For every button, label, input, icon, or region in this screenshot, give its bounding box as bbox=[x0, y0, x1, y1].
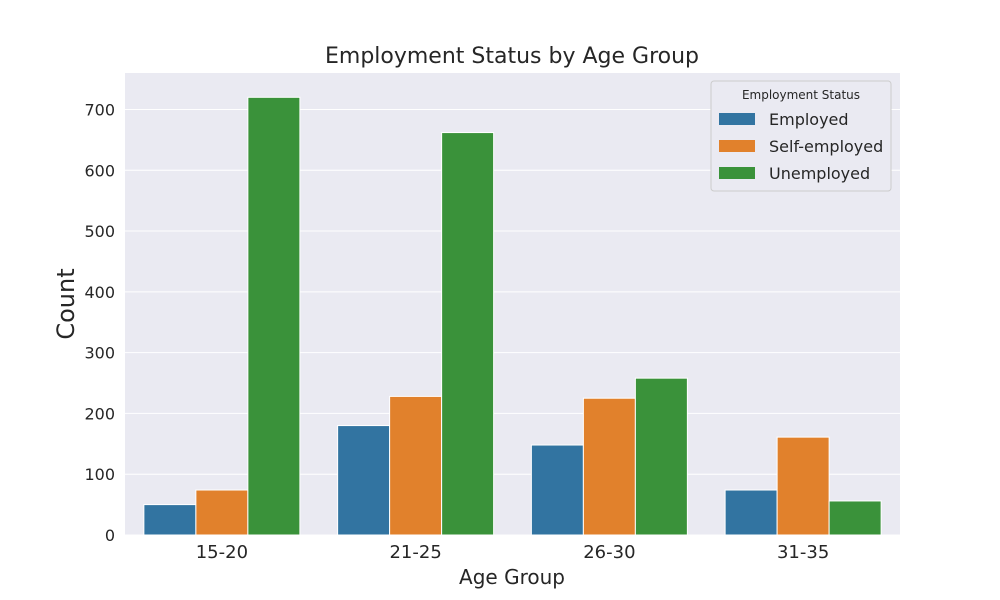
bar-unemployed-26-30 bbox=[634, 377, 688, 536]
legend-swatch-self-employed bbox=[719, 140, 755, 152]
y-tick-label: 0 bbox=[105, 526, 115, 545]
y-tick-label: 400 bbox=[84, 283, 115, 302]
bar-self-employed-26-30 bbox=[582, 397, 636, 536]
y-tick-label: 100 bbox=[84, 465, 115, 484]
bar-unemployed-21-25 bbox=[441, 132, 495, 536]
bar-employed-26-30 bbox=[530, 444, 584, 536]
x-tick-label: 31-35 bbox=[777, 542, 829, 563]
legend: Employment Status Employed Self-employed U… bbox=[710, 80, 892, 192]
y-tick-label: 200 bbox=[84, 404, 115, 423]
chart-title: Employment Status by Age Group bbox=[325, 44, 699, 69]
x-tick-label: 15-20 bbox=[196, 542, 248, 563]
bar-self-employed-31-35 bbox=[776, 436, 830, 536]
y-axis-label: Count bbox=[52, 268, 80, 339]
legend-swatch-employed bbox=[719, 113, 755, 125]
bar-employed-31-35 bbox=[724, 489, 778, 536]
bar-self-employed-21-25 bbox=[389, 395, 443, 536]
x-tick-label: 21-25 bbox=[389, 542, 441, 563]
y-axis-ticks: 0 100 200 300 400 500 600 700 bbox=[84, 100, 115, 545]
legend-label: Self-employed bbox=[769, 137, 883, 156]
bar-self-employed-15-20 bbox=[195, 489, 249, 536]
legend-items: Employed Self-employed Unemployed bbox=[719, 110, 883, 183]
x-tick-label: 26-30 bbox=[583, 542, 635, 563]
legend-label: Unemployed bbox=[769, 164, 870, 183]
x-axis-label: Age Group bbox=[459, 565, 565, 589]
bar-unemployed-15-20 bbox=[247, 96, 301, 536]
bar-employed-15-20 bbox=[143, 504, 197, 536]
y-tick-label: 500 bbox=[84, 222, 115, 241]
y-tick-label: 600 bbox=[84, 161, 115, 180]
legend-box bbox=[710, 80, 892, 192]
legend-title: Employment Status bbox=[742, 88, 860, 102]
x-axis-ticks: 15-20 21-25 26-30 31-35 bbox=[196, 542, 830, 563]
legend-label: Employed bbox=[769, 110, 849, 129]
y-tick-label: 300 bbox=[84, 344, 115, 363]
bar-unemployed-31-35 bbox=[828, 500, 882, 536]
y-tick-label: 700 bbox=[84, 100, 115, 119]
bar-employed-21-25 bbox=[337, 425, 391, 536]
bars bbox=[143, 96, 882, 536]
legend-swatch-unemployed bbox=[719, 167, 755, 179]
